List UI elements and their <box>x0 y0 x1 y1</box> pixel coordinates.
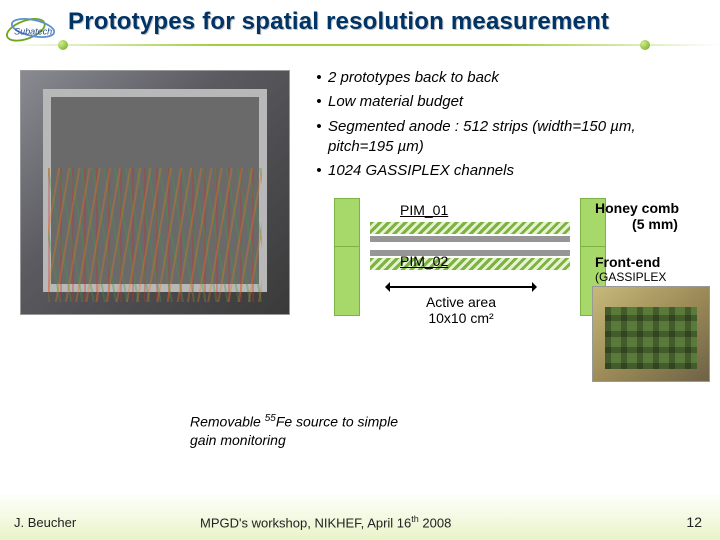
slab-left-bottom <box>334 246 360 316</box>
prototype-photo <box>20 70 290 315</box>
bullet-list: • 2 prototypes back to back • Low materi… <box>310 68 690 185</box>
frontend-photo <box>592 286 710 382</box>
caption-sup: 55 <box>265 413 276 424</box>
bullet-marker: • <box>310 117 328 158</box>
bullet-text: Segmented anode : 512 strips (width=150 … <box>328 117 690 158</box>
active-area-l2: 10x10 cm² <box>406 310 516 326</box>
active-area-label: Active area 10x10 cm² <box>406 294 516 326</box>
slide: Subatech Prototypes for spatial resoluti… <box>0 0 720 540</box>
bullet-item: • Segmented anode : 512 strips (width=15… <box>310 117 690 158</box>
svg-text:Subatech: Subatech <box>14 26 52 36</box>
caption-pre: Removable <box>190 414 265 430</box>
logo: Subatech <box>6 8 60 48</box>
bullet-item: • 1024 GASSIPLEX channels <box>310 161 690 181</box>
photo-wires <box>48 168 262 302</box>
bullet-text: Low material budget <box>328 92 690 112</box>
title-underline <box>0 44 720 46</box>
title-dot-right <box>640 40 650 50</box>
bullet-item: • Low material budget <box>310 92 690 112</box>
bullet-marker: • <box>310 92 328 112</box>
title-dot-left <box>58 40 68 50</box>
active-area-l1: Active area <box>406 294 516 310</box>
frontend-sub-l1: (GASSIPLEX <box>595 270 715 284</box>
bullet-text: 1024 GASSIPLEX channels <box>328 161 690 181</box>
bullet-marker: • <box>310 68 328 88</box>
frontend-label: Front-end <box>595 254 715 270</box>
footer-venue-sup: th <box>411 514 419 524</box>
bullet-marker: • <box>310 161 328 181</box>
footer-venue: MPGD's workshop, NIKHEF, April 16th 2008 <box>200 514 451 530</box>
honeycomb-label-l2: (5 mm) <box>595 216 715 232</box>
source-caption: Removable 55Fe source to simple gain mon… <box>190 412 420 449</box>
hatch-top <box>370 222 570 234</box>
slide-title: Prototypes for spatial resolution measur… <box>68 8 700 36</box>
footer-venue-post: 2008 <box>419 515 452 530</box>
side-labels: Honey comb (5 mm) Front-end (GASSIPLEX +… <box>595 200 715 299</box>
footer-author: J. Beucher <box>14 515 76 530</box>
detector-diagram: PIM_01 PIM_02 Active area 10x10 cm² <box>310 198 590 328</box>
active-area-arrow <box>386 286 536 288</box>
bullet-item: • 2 prototypes back to back <box>310 68 690 88</box>
bullet-text: 2 prototypes back to back <box>328 68 690 88</box>
honeycomb-label-l1: Honey comb <box>595 200 715 216</box>
pcb-boards <box>605 307 697 369</box>
footer-page: 12 <box>686 514 702 530</box>
bar-top <box>370 236 570 242</box>
pim2-label: PIM_02 <box>400 253 448 269</box>
footer-venue-pre: MPGD's workshop, NIKHEF, April 16 <box>200 515 411 530</box>
pim1-label: PIM_01 <box>400 202 448 218</box>
